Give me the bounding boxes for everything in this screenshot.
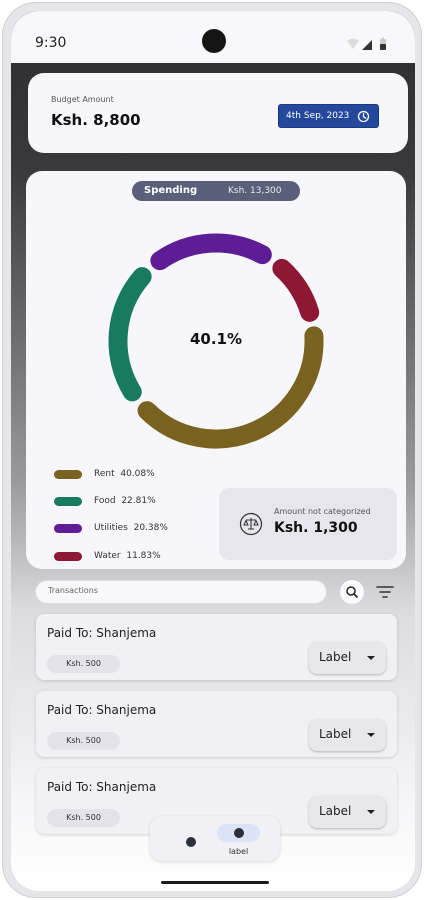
legend-item-food: Food 22.81% (54, 495, 214, 507)
date-picker-button[interactable]: 4th Sep, 2023 (278, 104, 379, 128)
status-bar: 9:30 (11, 11, 415, 63)
status-time: 9:30 (35, 35, 67, 51)
label-dropdown-text: Label (319, 727, 352, 741)
label-dropdown[interactable]: Label (309, 719, 386, 751)
donut-segment-water (272, 258, 320, 322)
clock-icon (357, 110, 370, 123)
transaction-card[interactable]: Paid To: Shanjema Ksh. 500 Label (36, 614, 397, 680)
legend-swatch (54, 497, 82, 506)
donut-segment-rent (137, 326, 324, 449)
uncategorized-card: Amount not categorized Ksh. 1,300 (219, 488, 397, 560)
spending-label: Spending (144, 185, 198, 196)
legend-percent: 20.38% (133, 523, 168, 533)
battery-icon (380, 37, 386, 50)
label-dropdown[interactable]: Label (309, 796, 386, 828)
spending-donut-chart (108, 233, 324, 449)
legend-item-utilities: Utilities 20.38% (54, 522, 214, 534)
legend-percent: 22.81% (121, 496, 156, 506)
budget-card: Budget Amount Ksh. 8,800 4th Sep, 2023 (28, 73, 408, 153)
legend-text: Rent 40.08% (94, 469, 155, 479)
nav-active-icon (234, 828, 244, 838)
transaction-title: Paid To: Shanjema (47, 626, 157, 640)
transaction-title: Paid To: Shanjema (47, 780, 157, 794)
spending-amount: Ksh. 13,300 (228, 186, 282, 196)
legend-percent: 40.08% (120, 469, 155, 479)
label-dropdown-text: Label (319, 650, 352, 664)
donut-segment-utilities (150, 233, 272, 271)
label-dropdown-text: Label (319, 804, 352, 818)
transaction-amount-chip: Ksh. 500 (47, 655, 120, 673)
donut-center-percent: 40.1% (189, 330, 243, 348)
budget-label: Budget Amount (51, 95, 114, 104)
legend-text: Utilities 20.38% (94, 523, 168, 533)
front-camera (202, 29, 226, 53)
status-icons (347, 37, 386, 50)
legend-text: Water 11.83% (94, 551, 161, 561)
donut-segment-food (108, 267, 152, 402)
legend-text: Food 22.81% (94, 496, 156, 506)
search-icon (346, 586, 358, 598)
app-screen: 9:30 Budget Amount Ksh. 8,800 4th Sep, 2… (11, 11, 415, 891)
legend-swatch (54, 552, 82, 561)
gesture-home-bar[interactable] (161, 881, 269, 884)
caret-down-icon (367, 810, 375, 814)
legend-percent: 11.83% (126, 551, 161, 561)
nav-active-label: label (228, 847, 249, 856)
transaction-card[interactable]: Paid To: Shanjema Ksh. 500 Label (36, 691, 397, 757)
label-dropdown[interactable]: Label (309, 642, 386, 674)
legend-swatch (54, 524, 82, 533)
transactions-search-input[interactable]: Transactions (35, 580, 327, 604)
legend-swatch (54, 470, 82, 479)
nav-item-home[interactable] (186, 837, 196, 847)
spending-card: Spending Ksh. 13,300 40.1% Rent 40.08% F… (26, 171, 406, 569)
caret-down-icon (367, 733, 375, 737)
legend-label: Water (94, 551, 121, 561)
legend-label: Rent (94, 469, 115, 479)
legend-item-rent: Rent 40.08% (54, 468, 214, 480)
transaction-amount-chip: Ksh. 500 (47, 732, 120, 750)
scale-icon (239, 512, 263, 536)
caret-down-icon (367, 656, 375, 660)
bottom-navigation: label (150, 816, 280, 861)
transaction-amount-chip: Ksh. 500 (47, 809, 120, 827)
signal-icon (362, 40, 372, 50)
legend-label: Food (94, 496, 116, 506)
legend-label: Utilities (94, 523, 128, 533)
budget-amount: Ksh. 8,800 (51, 111, 141, 129)
legend-item-water: Water 11.83% (54, 550, 214, 562)
filter-icon[interactable] (375, 582, 395, 602)
date-text: 4th Sep, 2023 (286, 111, 350, 121)
wifi-icon (347, 38, 359, 49)
search-placeholder: Transactions (48, 586, 98, 595)
transaction-title: Paid To: Shanjema (47, 703, 157, 717)
search-button[interactable] (340, 580, 364, 604)
uncategorized-amount: Ksh. 1,300 (274, 520, 358, 536)
uncategorized-label: Amount not categorized (274, 507, 371, 516)
spending-pill: Spending Ksh. 13,300 (132, 181, 300, 201)
